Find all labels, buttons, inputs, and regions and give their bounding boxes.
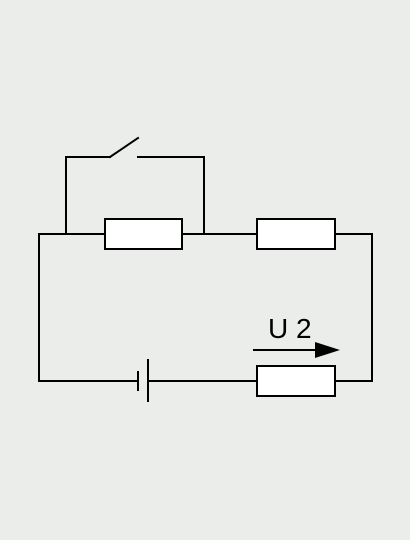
battery-icon [137, 359, 149, 402]
switch-open-icon [65, 136, 205, 235]
switch-blade [108, 136, 140, 159]
resistor-2-icon [256, 218, 336, 250]
circuit-wires [38, 233, 373, 382]
voltage-label: U 2 [268, 313, 312, 344]
arrow-right-icon [253, 342, 340, 358]
voltage-arrow-head [315, 342, 340, 358]
resistor-1-icon [104, 218, 183, 250]
resistor-3-icon [256, 365, 336, 397]
